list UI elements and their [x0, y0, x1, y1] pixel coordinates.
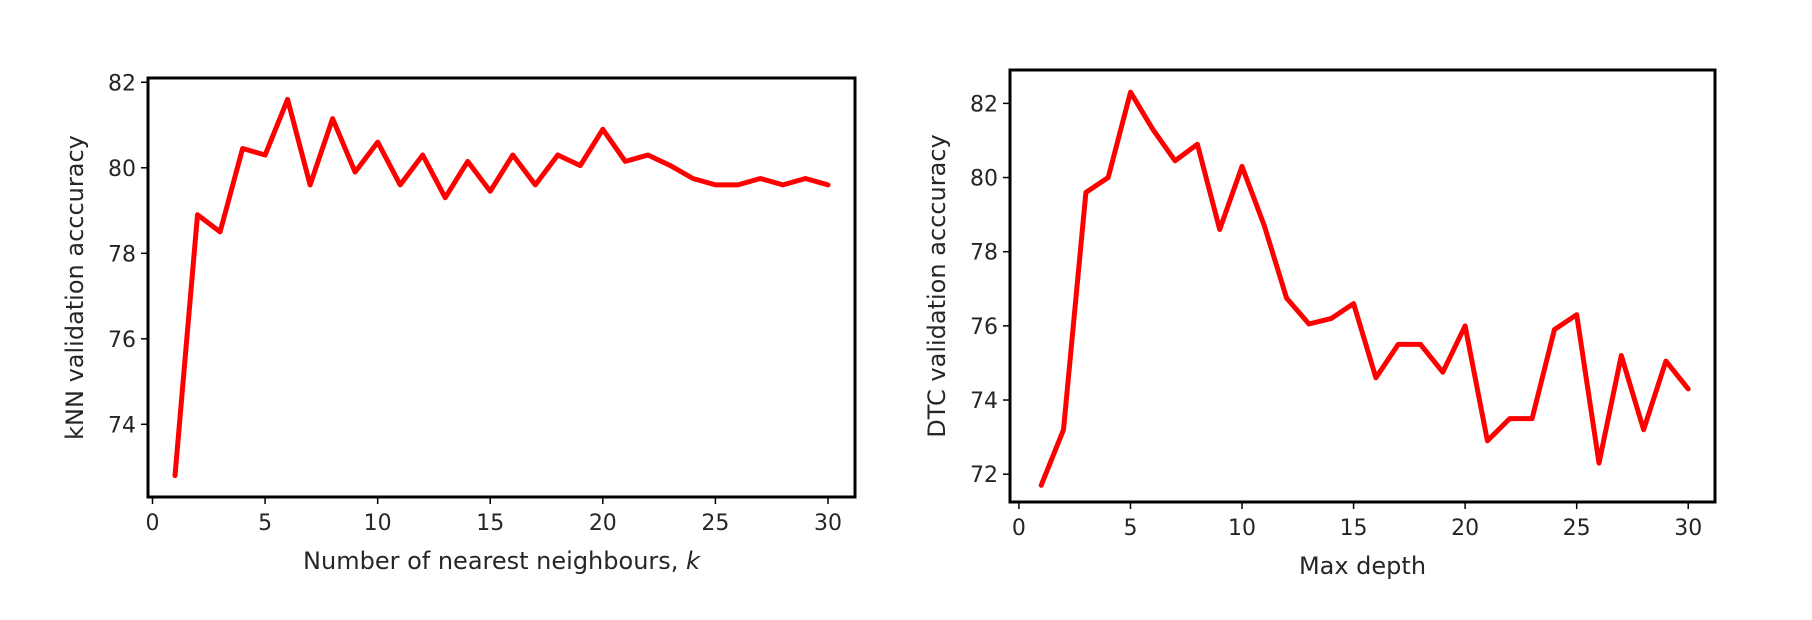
y-tick-label: 76 — [108, 328, 136, 353]
y-tick-label: 78 — [970, 241, 998, 266]
x-tick-label: 5 — [1123, 516, 1137, 541]
series-line — [172, 96, 831, 479]
y-tick-label: 74 — [970, 389, 998, 414]
x-tick-label: 15 — [1340, 516, 1368, 541]
y-axis-label: DTC validation acccuracy — [923, 134, 951, 437]
series-line — [1038, 89, 1691, 488]
x-tick-label: 30 — [814, 511, 842, 536]
x-tick-label: 30 — [1674, 516, 1702, 541]
y-tick-label: 72 — [970, 463, 998, 488]
y-tick-label: 82 — [108, 71, 136, 96]
plot-frame — [1008, 68, 1717, 504]
x-tick-label: 25 — [1563, 516, 1591, 541]
x-tick-label: 0 — [1012, 516, 1026, 541]
x-axis-label: Max depth — [1299, 552, 1426, 580]
knn-accuracy-chart: 0 5 10 15 20 25 30 74 76 78 80 82 Number of nearest … — [61, 71, 857, 575]
x-tick-label: 15 — [476, 511, 504, 536]
x-tick-label: 20 — [589, 511, 617, 536]
y-tick-label: 80 — [970, 167, 998, 192]
x-tick-label: 10 — [364, 511, 392, 536]
y-tick-label: 78 — [108, 242, 136, 267]
plot-frame — [146, 76, 857, 499]
y-axis-label: kNN validation acccuracy — [61, 135, 89, 440]
y-tick-label: 82 — [970, 92, 998, 117]
y-tick-label: 74 — [108, 413, 136, 438]
y-tick-label: 76 — [970, 315, 998, 340]
y-tick-label: 80 — [108, 157, 136, 182]
x-tick-label: 10 — [1228, 516, 1256, 541]
x-tick-label: 25 — [701, 511, 729, 536]
x-tick-label: 0 — [146, 511, 160, 536]
x-tick-label: 5 — [258, 511, 272, 536]
dtc-accuracy-chart: 0 5 10 15 20 25 30 72 74 76 78 80 82 Max depth DTC val… — [923, 68, 1717, 580]
x-tick-label: 20 — [1451, 516, 1479, 541]
x-axis-label: Number of nearest neighbours, k — [303, 547, 701, 575]
